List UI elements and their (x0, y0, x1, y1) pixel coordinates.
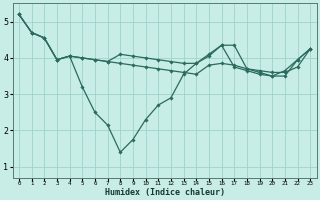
X-axis label: Humidex (Indice chaleur): Humidex (Indice chaleur) (105, 188, 225, 197)
